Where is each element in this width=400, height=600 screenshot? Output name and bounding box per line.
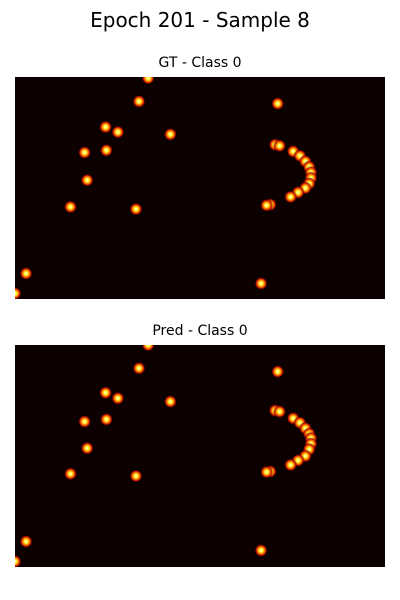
heatmap-point bbox=[129, 202, 143, 216]
heatmap-point bbox=[80, 441, 94, 455]
heatmap-point bbox=[132, 361, 146, 375]
heatmap-background bbox=[15, 345, 385, 567]
gt-panel-title: GT - Class 0 bbox=[158, 55, 242, 71]
heatmap-point bbox=[284, 190, 298, 204]
heatmap-point bbox=[80, 173, 94, 187]
heatmap-point bbox=[284, 458, 298, 472]
heatmap-point bbox=[111, 391, 125, 405]
heatmap-point bbox=[15, 286, 22, 299]
heatmap-point bbox=[132, 94, 146, 108]
heatmap-point bbox=[260, 465, 274, 479]
heatmap-point bbox=[163, 395, 177, 409]
pred-heatmap bbox=[15, 345, 385, 567]
heatmap-point bbox=[141, 77, 155, 85]
heatmap-point bbox=[260, 198, 274, 212]
heatmap-point bbox=[271, 365, 285, 379]
heatmap-point bbox=[99, 143, 113, 157]
heatmap-point bbox=[99, 120, 113, 134]
pred-heatmap-svg bbox=[15, 345, 385, 567]
heatmap-point bbox=[129, 469, 143, 483]
heatmap-point bbox=[141, 345, 155, 352]
heatmap-point bbox=[78, 146, 92, 159]
heatmap-point bbox=[254, 543, 268, 557]
heatmap-point bbox=[273, 405, 287, 419]
heatmap-point bbox=[15, 554, 22, 567]
heatmap-point bbox=[19, 267, 33, 280]
heatmap-point bbox=[271, 97, 285, 111]
heatmap-point bbox=[64, 467, 77, 481]
figure-title: Epoch 201 - Sample 8 bbox=[90, 8, 310, 32]
heatmap-point bbox=[254, 277, 268, 290]
heatmap-point bbox=[78, 415, 92, 429]
heatmap-point bbox=[163, 127, 177, 141]
gt-heatmap bbox=[15, 77, 385, 299]
pred-panel-title: Pred - Class 0 bbox=[152, 323, 248, 339]
gt-heatmap-svg bbox=[15, 77, 385, 299]
heatmap-point bbox=[273, 139, 287, 153]
heatmap-point bbox=[111, 125, 125, 139]
heatmap-point bbox=[99, 412, 113, 426]
heatmap-point bbox=[64, 200, 77, 214]
heatmap-point bbox=[99, 386, 113, 400]
heatmap-background bbox=[15, 77, 385, 299]
heatmap-point bbox=[19, 535, 33, 548]
